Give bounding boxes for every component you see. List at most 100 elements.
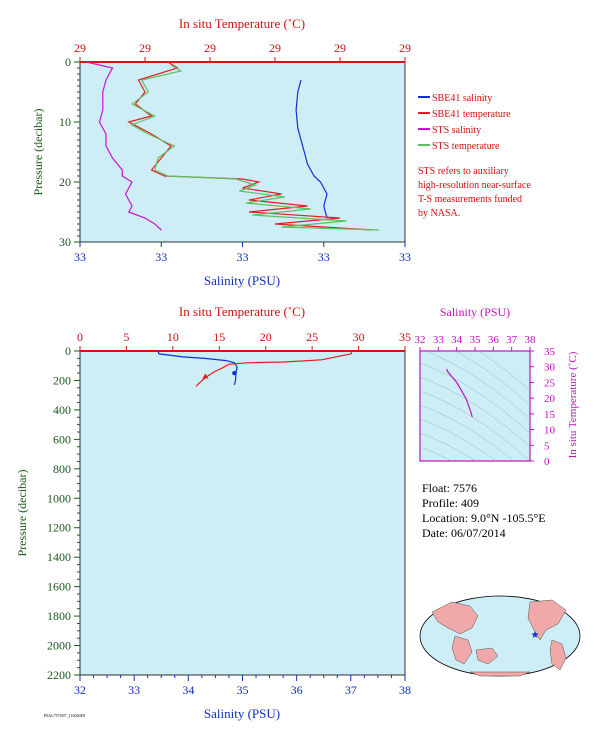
- ts-density-contour: [420, 432, 477, 461]
- top-sal-tick-label: 33: [399, 250, 411, 264]
- ts-density-contour: [478, 351, 530, 392]
- ts-density-contour: [420, 362, 530, 434]
- legend-label-sts-temperature: STS temperature: [432, 141, 500, 152]
- ts-temp-axis-title: In situ Temperature (˚C): [567, 351, 579, 458]
- legend-label-sbe-salinity: SBE41 salinity: [432, 93, 492, 104]
- main-temp-tick-label: 20: [260, 330, 272, 344]
- top-temp-tick-label: 29: [269, 41, 281, 55]
- legend-note-line-3: T-S measurements funded: [418, 194, 522, 205]
- top-temp-tick-label: 29: [204, 41, 216, 55]
- main-series-sbe41-salinity: [157, 351, 238, 386]
- ts-sal-tick-label: 36: [488, 334, 500, 346]
- legend-label-sts-salinity: STS salinity: [432, 125, 481, 136]
- top-temp-tick-label: 29: [74, 41, 86, 55]
- footer-tag: P0AC7576N7_110040E8: [44, 713, 85, 718]
- main-sal-tick-label: 35: [237, 683, 249, 697]
- main-sal-ticks: 32 33 34 35 36 37 38: [74, 675, 411, 697]
- ts-temp-tick-label: 30: [544, 362, 556, 374]
- main-series-sbe41-temperature: [195, 350, 353, 387]
- ts-series-line: [446, 368, 473, 418]
- main-sal-tick-label: 34: [182, 683, 194, 697]
- top-series-sbe41-salinity: [295, 79, 328, 219]
- main-series-end-marker: [232, 370, 237, 376]
- top-temp-tick-label: 29: [139, 41, 151, 55]
- ts-temp-tick-label: 25: [544, 377, 556, 389]
- ts-density-contour: [420, 446, 452, 461]
- ts-temp-tick-label: 0: [544, 456, 550, 468]
- main-temp-tick-label: 25: [306, 330, 318, 344]
- star-icon: ★: [531, 630, 540, 641]
- main-temp-axis-title: In situ Temperature (˚C): [179, 304, 305, 319]
- top-pres-tick-label: 20: [59, 175, 71, 189]
- map-land: [431, 599, 567, 677]
- main-pres-axis-title: Pressure (decibar): [15, 470, 29, 557]
- main-series-end-marker: [202, 373, 209, 379]
- main-temp-tick-label: 5: [123, 330, 129, 344]
- main-pres-tick-label: 2000: [47, 639, 71, 653]
- info-location: Location: 9.0°N -105.5°E: [422, 511, 546, 525]
- info-date: Date: 06/07/2014: [422, 526, 506, 540]
- top-pres-tick-label: 10: [59, 115, 71, 129]
- main-temp-tick-label: 15: [213, 330, 225, 344]
- ts-sal-tick-label: 35: [470, 334, 482, 346]
- main-pres-tick-label: 2200: [47, 668, 71, 682]
- ts-density-contours: [420, 351, 530, 461]
- top-sal-ticks: 33 33 33 33 33: [74, 242, 411, 264]
- main-pres-tick-label: 1600: [47, 580, 71, 594]
- top-sal-axis-title: Salinity (PSU): [204, 273, 280, 288]
- ts-diagram: Salinity (PSU) 32 33 34 35 36 37 38 0 5 10 15 20 25…: [415, 305, 580, 468]
- top-temp-ticks: 29 29 29 29 29 29: [74, 41, 411, 62]
- main-sal-tick-label: 32: [74, 683, 86, 697]
- ts-temp-ticks: 0 5 10 15 20 25 30 35: [530, 346, 556, 468]
- ts-plot-area: [419, 350, 531, 462]
- main-sal-tick-label: 38: [399, 683, 411, 697]
- ts-density-contour: [420, 390, 530, 461]
- info-float: Float: 7576: [422, 481, 477, 495]
- float-info: Float: 7576 Profile: 409 Location: 9.0°N…: [422, 481, 546, 540]
- top-temp-tick-label: 29: [334, 41, 346, 55]
- top-sal-tick-label: 33: [155, 250, 167, 264]
- ts-sal-tick-label: 32: [415, 334, 426, 346]
- main-temp-tick-label: 0: [77, 330, 83, 344]
- main-temp-tick-label: 10: [167, 330, 179, 344]
- top-chart: In situ Temperature (˚C) 29 29 29 29 29 29 33…: [31, 16, 411, 288]
- legend: SBE41 salinity SBE41 temperature STS sal…: [418, 93, 531, 219]
- main-pres-tick-label: 400: [53, 403, 71, 417]
- ts-temp-tick-label: 10: [544, 425, 556, 437]
- main-pres-tick-label: 600: [53, 432, 71, 446]
- top-sal-tick-label: 33: [237, 250, 249, 264]
- ts-density-contour: [420, 418, 497, 461]
- main-plot-area: [79, 350, 406, 676]
- legend-note-line-1: STS refers to auxiliary: [418, 166, 509, 177]
- main-temp-tick-label: 30: [353, 330, 365, 344]
- main-temp-ticks: 0 5 10 15 20 25 30 35: [77, 330, 411, 351]
- ts-density-contour: [454, 351, 530, 406]
- main-sal-tick-label: 36: [291, 683, 303, 697]
- top-pres-tick-label: 30: [59, 235, 71, 249]
- top-plot-area: [79, 61, 406, 243]
- top-temp-tick-label: 29: [399, 41, 411, 55]
- ts-density-contour: [420, 376, 530, 448]
- top-series-group: [86, 61, 380, 231]
- main-pres-tick-label: 1400: [47, 550, 71, 564]
- main-pres-ticks: 0 200 400 600 800 1000 1200 1400 1600 1800 2000 220…: [47, 344, 80, 682]
- legend-note-line-2: high-resolution near-surface: [418, 180, 531, 191]
- top-sal-tick-label: 33: [74, 250, 86, 264]
- ts-sal-tick-label: 34: [451, 334, 463, 346]
- ts-sal-axis-title: Salinity (PSU): [440, 305, 510, 319]
- top-pres-ticks: 0 10 20 30: [59, 55, 80, 249]
- main-pres-tick-label: 1000: [47, 491, 71, 505]
- ts-temp-tick-label: 20: [544, 393, 556, 405]
- main-sal-tick-label: 33: [128, 683, 140, 697]
- ts-density-contour: [420, 404, 515, 461]
- info-profile: Profile: 409: [422, 496, 479, 510]
- top-sal-tick-label: 33: [318, 250, 330, 264]
- ts-temp-tick-label: 15: [544, 409, 556, 421]
- ts-series-group: [446, 368, 473, 418]
- main-pres-tick-label: 1200: [47, 521, 71, 535]
- top-temp-axis-title: In situ Temperature (˚C): [179, 16, 305, 31]
- top-pres-axis-title: Pressure (decibar): [31, 109, 45, 196]
- main-pres-tick-label: 1800: [47, 609, 71, 623]
- main-temp-tick-label: 35: [399, 330, 411, 344]
